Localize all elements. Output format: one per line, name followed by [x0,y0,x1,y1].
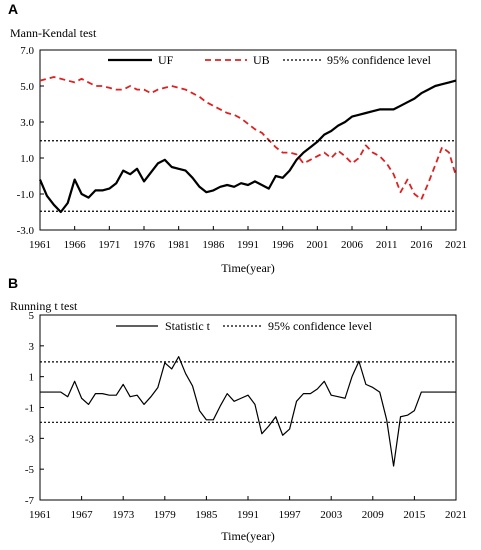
p2-plot-frame [39,314,457,501]
p1-chart-title: Mann-Kendal test [10,26,97,40]
p2-x-tick-label: 1979 [154,509,177,521]
p1-x-axis-label: Time(year) [221,261,275,275]
p2-x-tick-label: 1967 [71,509,94,521]
p1-x-tick-label: 2001 [306,239,328,251]
p2-x-tick-label: 1991 [237,509,259,521]
p1-x-tick-label: 1986 [202,239,225,251]
p1-x-tick-label: 1961 [29,239,51,251]
p2-x-tick-label: 2009 [362,509,385,521]
p1-x-tick-label: 2016 [410,239,433,251]
p1-x-tick-label: 2006 [341,239,364,251]
p1-y-tick-label: -1.0 [17,189,35,201]
p1-series-line-ub [39,76,457,201]
p2-y-tick-label: -1 [25,403,34,415]
p1-series-line-uf [38,79,457,214]
p2-series-line-statistic-t [40,356,456,467]
p2-x-tick-label: 1961 [29,509,51,521]
p2-x-tick-label: 1997 [279,509,302,521]
p2-y-tick-label: -3 [25,433,35,445]
p2-panel-label: B [8,275,18,291]
p1-plot-frame [39,49,457,231]
p1-y-tick-label: 1.0 [20,153,34,165]
p2-chart-title: Running t test [10,299,78,313]
p1-y-tick-label: 5.0 [20,81,34,93]
p2-y-tick-label: -5 [25,464,35,476]
p1-legend-label: UB [253,53,270,67]
p2-y-tick-label: -7 [25,495,35,507]
p1-x-tick-label: 2011 [376,239,398,251]
p1-legend-label: 95% confidence level [327,53,432,67]
p2-y-tick-label: 1 [29,372,35,384]
p2-x-axis-label: Time(year) [221,529,275,543]
p1-x-tick-label: 1976 [133,239,156,251]
p1-x-tick-label: 1966 [64,239,87,251]
p1-x-tick-label: 1981 [168,239,190,251]
p2-x-tick-label: 1985 [195,509,218,521]
p1-y-tick-label: 7.0 [20,45,34,57]
p1-y-tick-label: -3.0 [17,225,35,237]
p2-x-tick-label: 2015 [403,509,426,521]
p1-panel-label: A [8,1,18,17]
p1-x-tick-label: 1991 [237,239,259,251]
p2-y-tick-label: 5 [29,310,35,322]
p2-x-tick-label: 2021 [445,509,467,521]
p1-x-tick-label: 1971 [98,239,120,251]
p2-y-tick-label: 3 [29,341,35,353]
p1-legend-label: UF [158,53,174,67]
p2-legend-label: 95% confidence level [268,319,373,333]
p1-x-tick-label: 1996 [272,239,295,251]
p2-legend-label: Statistic t [165,319,211,333]
p2-x-tick-label: 1973 [112,509,135,521]
p1-y-tick-label: 3.0 [20,117,34,129]
p1-x-tick-label: 2021 [445,239,467,251]
p2-x-tick-label: 2003 [320,509,343,521]
